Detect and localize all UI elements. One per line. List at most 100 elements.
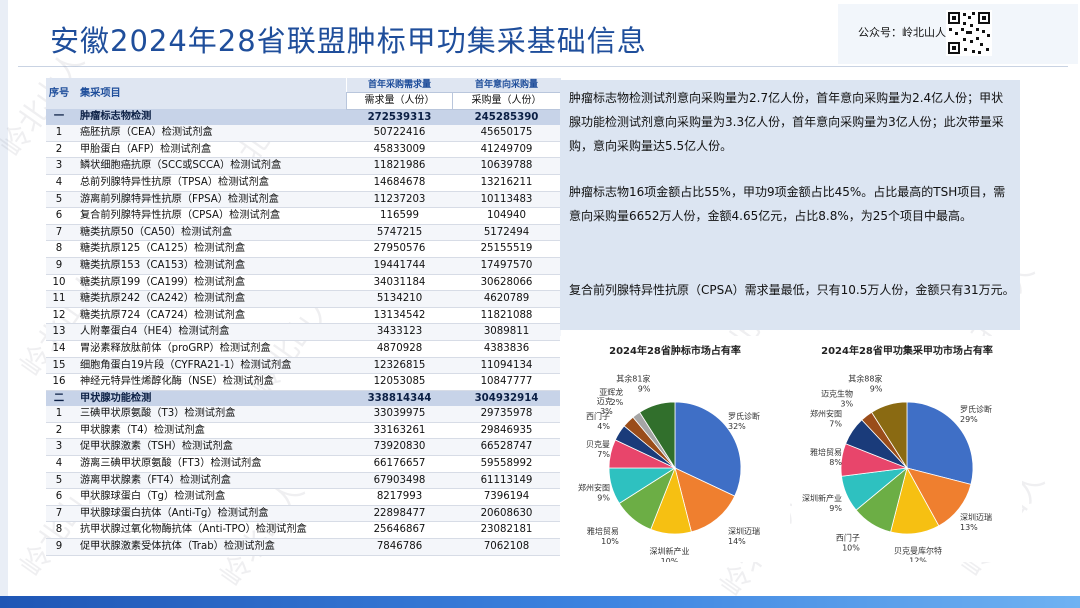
row-purchase: 11094134 <box>452 357 561 375</box>
pie-slice <box>674 467 736 533</box>
pie-label: 其余88家 <box>848 373 882 383</box>
row-item-name: 游离前列腺特异性抗原（FPSA）检测试剂盒 <box>72 191 347 209</box>
row-item-name: 促甲状腺激素（TSH）检测试剂盒 <box>72 438 347 457</box>
row-purchase: 10847777 <box>452 373 561 391</box>
row-item-name: 糖类抗原724（CA724）检测试剂盒 <box>72 307 347 325</box>
row-demand: 67903498 <box>346 472 453 490</box>
pie-value-label: 10% <box>661 557 679 562</box>
row-demand: 3433123 <box>346 323 453 341</box>
col-header-purchase-top: 首年意向采购量 <box>474 80 538 90</box>
row-purchase: 61113149 <box>452 472 561 490</box>
row-purchase: 23082181 <box>452 521 561 540</box>
table-row: 1 癌胚抗原（CEA）检测试剂盒 50722416 45650175 <box>46 125 561 142</box>
table-row: 5 游离前列腺特异性抗原（FPSA）检测试剂盒 11237203 10113483 <box>46 191 561 209</box>
table-row: 5 游离甲状腺素（FT4）检测试剂盒 67903498 61113149 <box>46 472 561 490</box>
row-purchase: 30628066 <box>452 274 561 292</box>
row-number: 16 <box>46 373 72 391</box>
pie-value-label: 9% <box>870 384 883 393</box>
title-divider <box>18 66 1068 67</box>
table-row: 7 糖类抗原50（CA50）检测试剂盒 5747215 5172494 <box>46 224 561 242</box>
pie-value-label: 29% <box>960 415 978 424</box>
row-purchase: 29846935 <box>452 422 561 440</box>
table-group-thyroid: 二甲状腺功能检测 338814344 304932914 1 三碘甲状原氨酸（T3）检测… <box>46 390 561 556</box>
row-item-name: 抗甲状腺过氧化物酶抗体（Anti-TPO）检测试剂盒 <box>72 521 347 540</box>
group-purchase-total: 245285390 <box>452 109 561 126</box>
group-number: 二 <box>46 390 72 407</box>
row-number: 8 <box>46 521 72 540</box>
row-demand: 11237203 <box>346 191 453 209</box>
table-row: 2 甲状腺素（T4）检测试剂盒 33163261 29846935 <box>46 422 561 440</box>
pie-value-label: 3% <box>600 407 613 416</box>
row-demand: 12053085 <box>346 373 453 391</box>
row-number: 2 <box>46 141 72 159</box>
row-demand: 73920830 <box>346 438 453 457</box>
pie-value-label: 3% <box>840 399 853 408</box>
chart-title: 2024年28省甲功集采甲功市场占有率 <box>821 346 993 357</box>
pie-label: 雅培贸易 <box>587 526 619 536</box>
table-row: 10 糖类抗原199（CA199）检测试剂盒 34031184 30628066 <box>46 274 561 292</box>
row-demand: 5747215 <box>346 224 453 242</box>
pie-value-label: 7% <box>597 450 610 459</box>
row-item-name: 细胞角蛋白19片段（CYFRA21-1）检测试剂盒 <box>72 357 347 375</box>
row-demand: 11821986 <box>346 157 453 175</box>
row-demand: 45833009 <box>346 141 453 159</box>
table-row: 6 甲状腺球蛋白（Tg）检测试剂盒 8217993 7396194 <box>46 488 561 506</box>
pie-value-label: 2% <box>611 398 624 407</box>
row-item-name: 甲胎蛋白（AFP）检测试剂盒 <box>72 141 347 159</box>
row-number: 11 <box>46 290 72 308</box>
row-demand: 7846786 <box>346 538 453 556</box>
row-item-name: 甲状腺球蛋白抗体（Anti-Tg）检测试剂盒 <box>72 505 347 523</box>
pie-label: 西门子 <box>586 411 610 421</box>
summary-paragraph-amount: 肿瘤标志物16项金额占比55%，甲功9项金额占比45%。占比最高的TSH项目，需… <box>569 185 1006 223</box>
row-purchase: 7062108 <box>452 538 561 556</box>
page-title: 安徽2024年28省联盟肿标甲功集采基础信息 <box>50 24 647 58</box>
pie-slice <box>674 401 742 497</box>
row-demand: 34031184 <box>346 274 453 292</box>
pie-value-label: 9% <box>597 494 610 503</box>
row-item-name: 糖类抗原242（CA242）检测试剂盒 <box>72 290 347 308</box>
pie-label: 贝克曼 <box>586 440 610 449</box>
row-number: 2 <box>46 422 72 440</box>
row-purchase: 13216211 <box>452 174 561 192</box>
pie-label: 深圳新产业 <box>649 546 689 556</box>
pie-slice <box>871 401 908 470</box>
row-purchase: 7396194 <box>452 488 561 506</box>
pie-label: 西门子 <box>836 532 860 542</box>
table-row: 9 促甲状腺激素受体抗体（Trab）检测试剂盒 7846786 7062108 <box>46 538 561 556</box>
row-demand: 13134542 <box>346 307 453 325</box>
row-demand: 33039975 <box>346 406 453 423</box>
row-purchase: 25155519 <box>452 240 561 258</box>
row-purchase: 41249709 <box>452 141 561 159</box>
table-row: 4 游离三碘甲状原氨酸（FT3）检测试剂盒 66176657 59558992 <box>46 455 561 473</box>
table-row: 3 促甲状腺激素（TSH）检测试剂盒 73920830 66528747 <box>46 438 561 457</box>
procurement-table: 序号 集采项目 首年采购需求量 首年意向采购量 需求量（人份） 采购量（人份） … <box>46 78 561 556</box>
pie-label: 迈克生物 <box>821 388 853 398</box>
row-number: 5 <box>46 472 72 490</box>
row-item-name: 糖类抗原153（CA153）检测试剂盒 <box>72 257 347 275</box>
row-purchase: 45650175 <box>452 125 561 142</box>
row-number: 6 <box>46 488 72 506</box>
qr-code-icon <box>946 10 992 56</box>
pie-value-label: 4% <box>597 422 610 431</box>
pie-label: 郑州安图 <box>810 409 842 419</box>
pie-label: 深圳迈瑞 <box>728 526 760 536</box>
pie-label: 雅培贸易 <box>810 447 842 457</box>
row-number: 4 <box>46 455 72 473</box>
row-number: 5 <box>46 191 72 209</box>
row-item-name: 甲状腺球蛋白（Tg）检测试剂盒 <box>72 488 347 506</box>
tumor-market-share-pie: 2024年28省肿标市场占有率 罗氏诊断 32% 深圳迈瑞 14% 深圳新产业 10% 雅培… <box>560 336 790 562</box>
pie-value-label: 10% <box>601 537 619 546</box>
pie-value-label: 9% <box>829 504 842 513</box>
col-header-demand-unit: 需求量（人份） <box>346 92 453 110</box>
row-purchase: 104940 <box>452 207 561 225</box>
row-purchase: 59558992 <box>452 455 561 473</box>
row-purchase: 5172494 <box>452 224 561 242</box>
group-purchase-total: 304932914 <box>452 390 561 407</box>
table-row: 13 人附睾蛋白4（HE4）检测试剂盒 3433123 3089811 <box>46 323 561 341</box>
row-number: 6 <box>46 207 72 225</box>
pie-label: 贝克曼库尔特 <box>894 545 942 555</box>
row-demand: 14684678 <box>346 174 453 192</box>
table-row: 4 总前列腺特异性抗原（TPSA）检测试剂盒 14684678 13216211 <box>46 174 561 192</box>
row-number: 14 <box>46 340 72 358</box>
row-item-name: 促甲状腺激素受体抗体（Trab）检测试剂盒 <box>72 538 347 556</box>
